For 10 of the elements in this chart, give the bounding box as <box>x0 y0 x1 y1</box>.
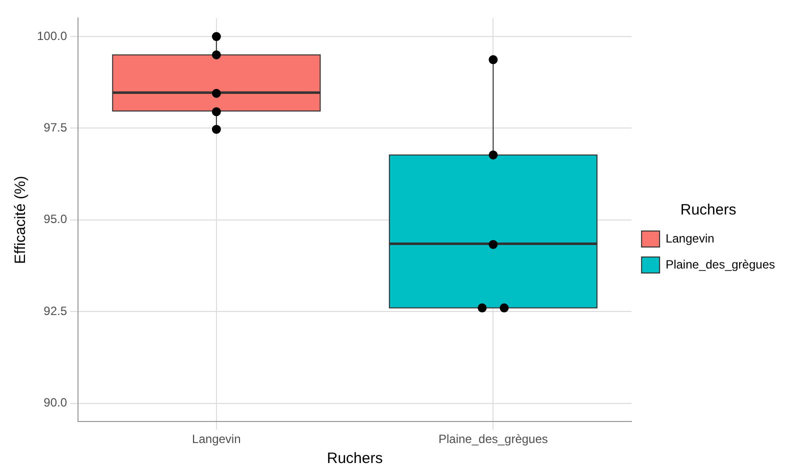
y-tick-label: 90.0 <box>44 396 68 410</box>
legend-label: Langevin <box>666 231 714 246</box>
y-axis-title: Efficacité (%) <box>12 176 30 264</box>
y-tick-label: 92.5 <box>44 304 68 318</box>
y-tick-label: 100.0 <box>37 28 68 43</box>
legend-label: Plaine_des_grègues <box>666 257 776 272</box>
y-tick-label: 97.5 <box>44 120 68 135</box>
legend-title: Ruchers <box>680 202 736 219</box>
y-tick-label: 95.0 <box>44 212 68 226</box>
x-axis-title: Ruchers <box>326 450 383 468</box>
